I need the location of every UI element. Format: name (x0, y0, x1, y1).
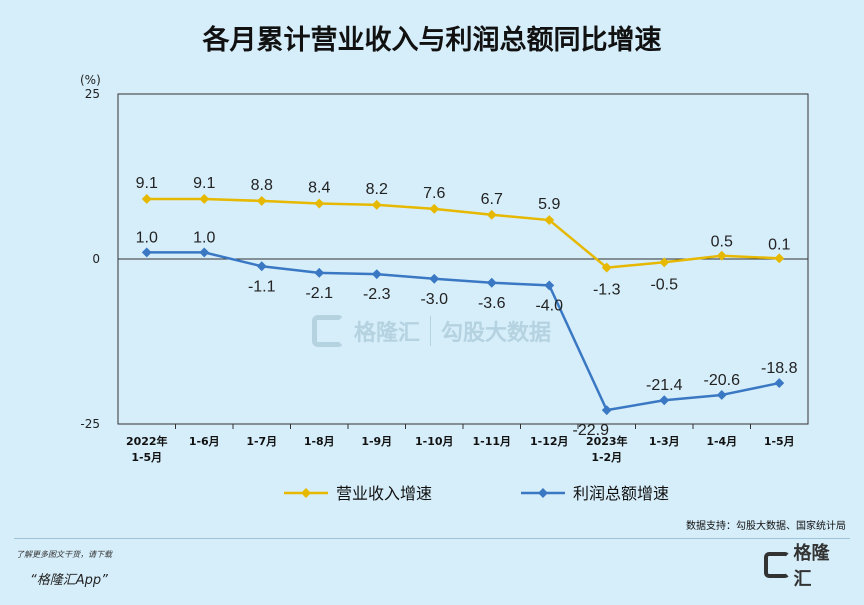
data-point (659, 257, 670, 268)
series-line (146, 197, 780, 269)
data-label: -3.6 (478, 295, 506, 312)
y-tick-label: -25 (80, 417, 100, 431)
watermark: 格隆汇 勾股大数据 (312, 315, 551, 347)
data-point (486, 209, 497, 220)
data-point (601, 405, 612, 416)
x-tick-label: 1-10月 (415, 435, 454, 448)
x-tick-label: 1-6月 (189, 435, 220, 448)
data-label: -2.1 (305, 285, 333, 302)
legend-marker (301, 488, 311, 498)
x-tick-label: 1-7月 (246, 435, 277, 448)
data-label: 8.4 (308, 180, 330, 197)
legend-marker (538, 488, 548, 498)
data-point (774, 253, 785, 264)
data-label: 1.0 (136, 229, 158, 246)
x-axis-labels: 2022年 1-5月 1-6月 1-7月 1-8月 1-9月 1-10月 1-11月 1-12月… (126, 434, 795, 464)
footer-logo: 格隆汇 (764, 543, 846, 590)
data-label: -1.1 (248, 278, 276, 295)
data-label: -22.9 (573, 422, 610, 439)
data-point (774, 378, 785, 389)
legend-item: 营业收入增速 (284, 484, 432, 503)
data-point (716, 250, 727, 261)
data-point (544, 280, 555, 291)
chart-legend: 营业收入增速 利润总额增速 (284, 484, 669, 503)
data-point (314, 198, 325, 209)
x-tick-label: 1-12月 (530, 435, 569, 448)
data-label: 6.7 (481, 191, 503, 208)
legend-item: 利润总额增速 (521, 484, 669, 503)
data-label: 8.2 (366, 181, 388, 198)
series-revenue: 9.1 9.1 8.8 8.4 8.2 7.6 6.7 5.9 -1.3 -0.5 0.5 0.1 (136, 175, 791, 299)
legend-label: 利润总额增速 (573, 484, 669, 503)
data-label: -3.0 (420, 291, 448, 308)
series-layer: 9.1 9.1 8.8 8.4 8.2 7.6 6.7 5.9-1.3 -0.50.5 0.11.… (136, 175, 798, 439)
gelonghui-logo-icon (764, 552, 790, 578)
y-unit-label: (%) (80, 73, 101, 87)
data-label: -2.3 (363, 286, 391, 303)
data-label: -20.6 (704, 372, 741, 389)
data-point (601, 262, 612, 273)
data-point (486, 277, 497, 288)
y-axis-labels: 25 0 -25 (%) (80, 73, 101, 431)
footer-logo-text: 格隆汇 (793, 543, 830, 590)
data-point (256, 195, 267, 206)
series-profit: 1.0 1.0 -1.1 -2.1 -2.3 -3.0 -3.6 -4.0 -22.9 -21.4… (136, 229, 798, 439)
watermark-right-text: 勾股大数据 (441, 321, 552, 346)
data-point (314, 267, 325, 278)
x-tick-label: 1-8月 (304, 435, 335, 448)
source-note: 数据支持：勾股大数据、国家统计局 (686, 521, 846, 532)
series-line (146, 251, 780, 412)
data-point (371, 199, 382, 210)
x-tick-label: 2022年 (126, 434, 168, 448)
data-label: 0.5 (711, 234, 733, 251)
data-label: 1.0 (193, 229, 215, 246)
data-label: -4.0 (535, 297, 563, 314)
x-tick-label: 1-4月 (706, 435, 737, 448)
data-point (716, 390, 727, 400)
data-point (199, 247, 210, 258)
footer-hint: 了解更多图文干货，请下载 (16, 550, 112, 559)
x-tick-label: 1-3月 (649, 435, 680, 448)
data-point (544, 215, 555, 226)
data-label: 9.1 (193, 175, 215, 192)
data-point (429, 273, 440, 284)
data-label: 9.1 (136, 175, 158, 192)
data-label: -1.3 (593, 282, 621, 299)
data-point (141, 193, 152, 204)
x-tick-label: 2023年 (586, 434, 628, 448)
watermark-left-text: 格隆汇 (354, 321, 421, 346)
x-tick-label: 1-5月 (764, 435, 795, 448)
x-tick-label: 1-2月 (591, 451, 622, 464)
data-label: -18.8 (761, 360, 798, 377)
x-tick-label: 1-11月 (472, 435, 511, 448)
data-point (371, 269, 382, 280)
x-tick-label: 1-5月 (131, 451, 162, 464)
watermark-logo-icon (312, 315, 344, 347)
data-point (256, 261, 267, 272)
data-point (429, 203, 440, 214)
chart-title: 各月累计营业收入与利润总额同比增速 (202, 25, 662, 56)
y-tick-label: 25 (85, 87, 100, 101)
data-point (659, 395, 670, 406)
legend-label: 营业收入增速 (336, 484, 432, 503)
footer-divider (14, 538, 850, 539)
data-label: 7.6 (423, 185, 445, 202)
data-label: -21.4 (646, 377, 683, 394)
data-point (141, 247, 152, 258)
footer-app-name: “格隆汇App” (30, 573, 108, 588)
x-tick-label: 1-9月 (361, 435, 392, 448)
data-label: 8.8 (251, 177, 273, 194)
data-label: 5.9 (538, 196, 560, 213)
data-label: 0.1 (768, 236, 790, 253)
data-label: -0.5 (650, 276, 678, 293)
data-point (199, 193, 210, 204)
watermark-divider (430, 316, 432, 346)
y-tick-label: 0 (92, 252, 100, 266)
